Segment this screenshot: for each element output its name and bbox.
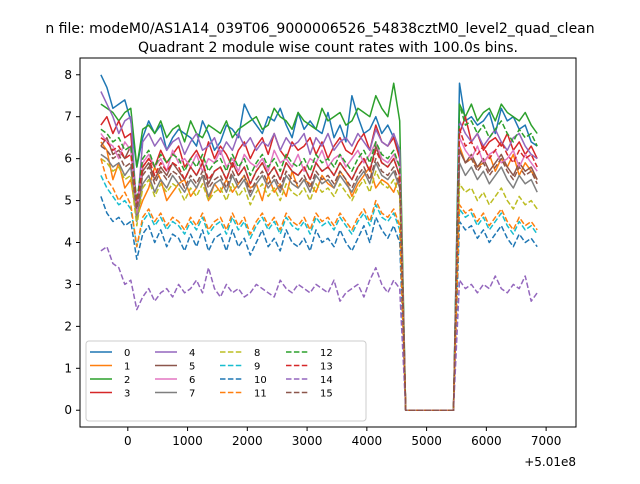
legend-label-14: 14 <box>320 375 333 386</box>
y-tick-label: 8 <box>64 68 72 82</box>
legend-label-2: 2 <box>124 375 130 386</box>
chart-suptitle: n file: modeM0/AS1A14_039T06_9000006526_… <box>45 21 594 37</box>
legend-label-12: 12 <box>320 348 333 359</box>
y-tick-label: 6 <box>64 152 72 166</box>
legend-label-1: 1 <box>124 362 130 373</box>
series-line-8 <box>100 157 538 411</box>
y-tick-label: 0 <box>64 403 72 417</box>
x-tick-label: 2000 <box>232 434 263 448</box>
series-line-15 <box>100 145 538 411</box>
series-line-10 <box>100 196 538 411</box>
legend-label-6: 6 <box>189 375 195 386</box>
legend-label-7: 7 <box>189 389 195 400</box>
series-line-4 <box>100 91 538 411</box>
legend-label-8: 8 <box>254 348 260 359</box>
x-tick-label: 4000 <box>352 434 383 448</box>
y-tick-label: 7 <box>64 110 72 124</box>
x-tick-label: 5000 <box>411 434 442 448</box>
chart-title: Quadrant 2 module wise count rates with … <box>138 40 518 56</box>
series-line-14 <box>100 245 538 411</box>
legend-label-15: 15 <box>320 389 333 400</box>
y-tick-label: 5 <box>64 194 72 208</box>
legend-label-10: 10 <box>254 375 267 386</box>
legend-label-9: 9 <box>254 362 260 373</box>
y-axis: 0 1 2 3 4 5 6 7 8 <box>64 68 80 417</box>
x-tick-label: 3000 <box>292 434 323 448</box>
series-line-7 <box>100 153 538 411</box>
series-line-11 <box>100 158 538 411</box>
series-line-2 <box>100 82 538 411</box>
series-line-12 <box>100 103 538 411</box>
y-tick-label: 2 <box>64 319 72 333</box>
x-offset-label: +5.01e8 <box>524 455 576 469</box>
y-tick-label: 4 <box>64 236 72 250</box>
legend-label-5: 5 <box>189 362 195 373</box>
legend-label-4: 4 <box>189 348 195 359</box>
series-line-6 <box>100 133 538 411</box>
x-tick-label: 6000 <box>471 434 502 448</box>
x-tick-label: 0 <box>124 434 132 448</box>
legend-label-3: 3 <box>124 389 130 400</box>
x-tick-label: 1000 <box>172 434 203 448</box>
legend-frame <box>85 340 367 422</box>
x-axis: 0 1000 2000 3000 4000 5000 6000 7000 <box>124 427 561 448</box>
series-layer <box>100 74 538 411</box>
legend-label-13: 13 <box>320 362 333 373</box>
x-tick-label: 7000 <box>531 434 562 448</box>
y-tick-label: 3 <box>64 277 72 291</box>
y-tick-label: 1 <box>64 361 72 375</box>
legend-label-0: 0 <box>124 348 130 359</box>
series-line-13 <box>100 128 538 411</box>
legend-label-11: 11 <box>254 389 267 400</box>
series-line-9 <box>100 175 538 411</box>
